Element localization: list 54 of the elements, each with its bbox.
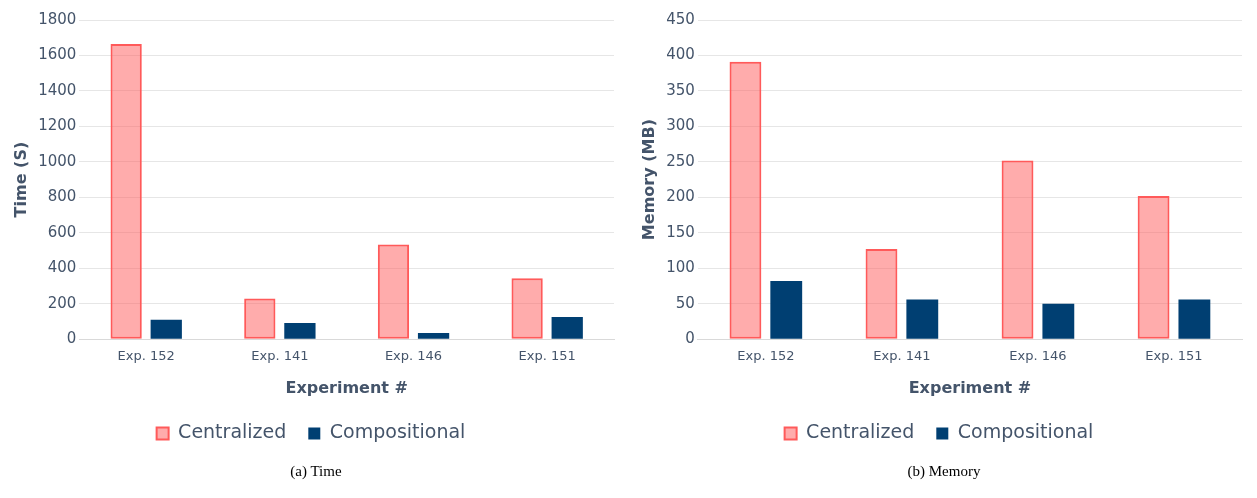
legend-label: Compositional xyxy=(957,420,1094,443)
x-axis-title: Experiment # xyxy=(285,377,408,397)
bar xyxy=(377,244,410,339)
x-tick-label: Exp. 141 xyxy=(251,348,309,364)
y-tick-label: 1600 xyxy=(38,45,77,64)
y-tick-label: 200 xyxy=(47,293,77,312)
bar xyxy=(244,298,276,339)
x-tick-label: Exp. 151 xyxy=(518,348,576,364)
y-tick-label: 1200 xyxy=(38,116,77,135)
text: (a) Time xyxy=(289,463,343,480)
y-tick-label: 450 xyxy=(666,9,695,28)
bar xyxy=(511,278,543,339)
x-tick-label: Exp. 146 xyxy=(1009,348,1067,364)
x-tick-label: Exp. 151 xyxy=(1145,348,1203,364)
legend-label: Compositional xyxy=(329,420,466,443)
y-tick-label: 400 xyxy=(47,258,77,277)
bar xyxy=(1042,303,1075,339)
legend-label: Centralized xyxy=(806,420,915,443)
bar xyxy=(906,299,939,339)
y-tick-label: 100 xyxy=(666,258,695,277)
bar xyxy=(110,43,142,339)
bar xyxy=(150,319,182,339)
legend-label: Centralized xyxy=(178,420,287,443)
y-tick-label: 200 xyxy=(666,187,695,206)
bar xyxy=(1137,195,1170,339)
x-tick-label: Exp. 152 xyxy=(737,348,795,364)
y-tick-label: 50 xyxy=(675,293,695,312)
y-tick-label: 150 xyxy=(666,222,695,241)
bar xyxy=(770,281,803,339)
y-axis-title: Time (S) xyxy=(10,141,30,218)
bar xyxy=(865,249,898,339)
y-tick-label: 1800 xyxy=(38,9,77,28)
bar xyxy=(729,61,762,339)
y-tick-label: 0 xyxy=(66,329,77,348)
text: (b) Memory xyxy=(906,463,982,480)
bar xyxy=(551,317,583,339)
y-tick-label: 1400 xyxy=(38,80,77,99)
x-tick-label: Exp. 141 xyxy=(873,348,931,364)
bar xyxy=(284,322,316,339)
bar xyxy=(1001,160,1034,339)
y-tick-label: 1000 xyxy=(38,151,77,170)
y-tick-label: 300 xyxy=(666,116,695,135)
x-tick-label: Exp. 146 xyxy=(384,348,443,364)
x-axis-title: Experiment # xyxy=(908,377,1032,397)
bar xyxy=(1178,299,1211,339)
y-axis-title: Memory (MB) xyxy=(638,119,658,241)
y-tick-label: 400 xyxy=(666,45,695,64)
y-tick-label: 250 xyxy=(666,151,695,170)
y-tick-label: 350 xyxy=(666,80,695,99)
y-tick-label: 800 xyxy=(47,187,77,206)
y-tick-label: 0 xyxy=(685,329,695,348)
x-tick-label: Exp. 152 xyxy=(117,348,175,364)
y-tick-label: 600 xyxy=(47,222,77,241)
bar xyxy=(417,332,450,339)
